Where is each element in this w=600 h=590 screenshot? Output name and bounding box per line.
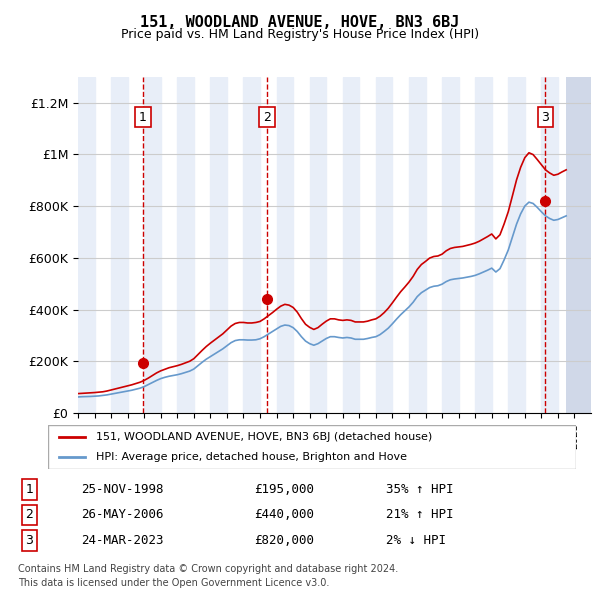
Bar [566, 77, 591, 413]
Text: 2: 2 [263, 110, 271, 123]
Text: 1: 1 [139, 110, 147, 123]
Bar [376, 77, 392, 413]
Text: £440,000: £440,000 [254, 508, 314, 522]
Bar [508, 77, 525, 413]
Bar [574, 77, 591, 413]
Bar [541, 77, 558, 413]
Text: HPI: Average price, detached house, Brighton and Hove: HPI: Average price, detached house, Brig… [95, 452, 407, 461]
Bar [310, 77, 326, 413]
Text: 26-MAY-2006: 26-MAY-2006 [81, 508, 164, 522]
Bar [111, 77, 128, 413]
Text: 3: 3 [542, 110, 550, 123]
Text: 21% ↑ HPI: 21% ↑ HPI [386, 508, 454, 522]
Bar [277, 77, 293, 413]
Bar [244, 77, 260, 413]
Bar [475, 77, 492, 413]
Bar [144, 77, 161, 413]
Text: £195,000: £195,000 [254, 483, 314, 496]
Bar [442, 77, 458, 413]
Bar [211, 77, 227, 413]
FancyBboxPatch shape [48, 425, 576, 469]
Text: 151, WOODLAND AVENUE, HOVE, BN3 6BJ: 151, WOODLAND AVENUE, HOVE, BN3 6BJ [140, 15, 460, 30]
Bar [177, 77, 194, 413]
Text: £820,000: £820,000 [254, 534, 314, 547]
Text: Contains HM Land Registry data © Crown copyright and database right 2024.: Contains HM Land Registry data © Crown c… [18, 565, 398, 574]
Text: 24-MAR-2023: 24-MAR-2023 [81, 534, 164, 547]
Text: 1: 1 [25, 483, 33, 496]
Text: 35% ↑ HPI: 35% ↑ HPI [386, 483, 454, 496]
Text: 2% ↓ HPI: 2% ↓ HPI [386, 534, 446, 547]
Bar [78, 77, 95, 413]
Text: 151, WOODLAND AVENUE, HOVE, BN3 6BJ (detached house): 151, WOODLAND AVENUE, HOVE, BN3 6BJ (det… [95, 432, 432, 442]
Bar [343, 77, 359, 413]
Text: 3: 3 [25, 534, 33, 547]
Bar [409, 77, 425, 413]
Text: Price paid vs. HM Land Registry's House Price Index (HPI): Price paid vs. HM Land Registry's House … [121, 28, 479, 41]
Text: 25-NOV-1998: 25-NOV-1998 [81, 483, 164, 496]
Text: 2: 2 [25, 508, 33, 522]
Text: This data is licensed under the Open Government Licence v3.0.: This data is licensed under the Open Gov… [18, 578, 329, 588]
